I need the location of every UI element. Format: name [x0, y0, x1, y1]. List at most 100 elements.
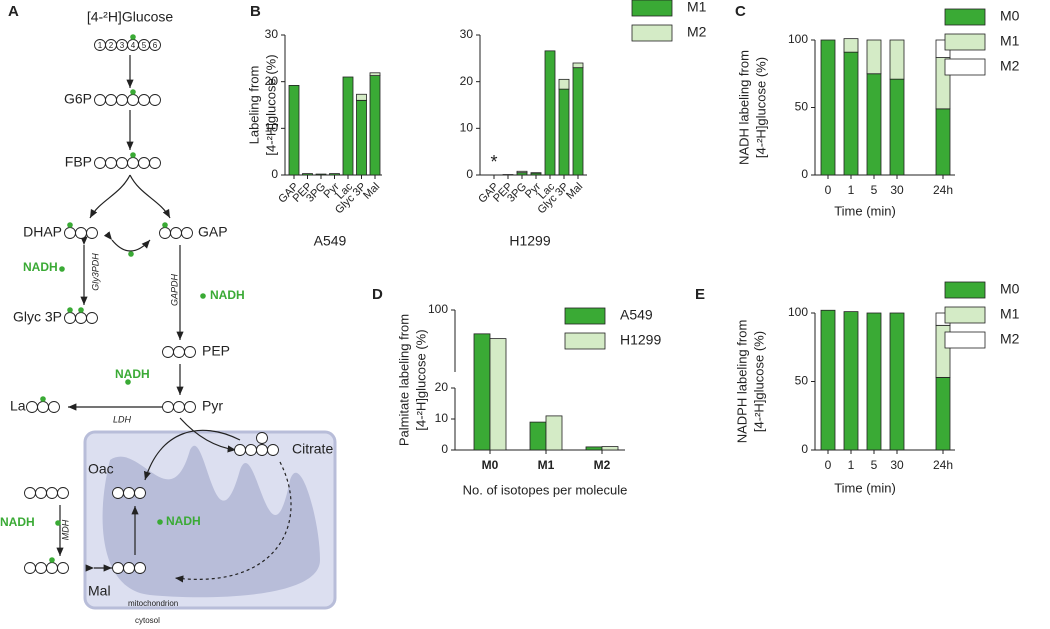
legend-label: M0: [1000, 281, 1020, 297]
legend-label: H1299: [620, 332, 661, 348]
legend-swatch: [564, 307, 606, 325]
legend-swatch: [631, 0, 673, 17]
bar: [342, 76, 354, 176]
carbon: [181, 227, 193, 239]
carbon: [162, 401, 174, 413]
carbon: [112, 562, 124, 574]
carbon: [48, 401, 60, 413]
bar: [889, 78, 905, 176]
bar: [288, 85, 300, 176]
carbon: [127, 94, 139, 106]
carbon: [86, 227, 98, 239]
bar: [516, 170, 528, 174]
label: cytosol: [135, 616, 160, 625]
carbon: [64, 227, 76, 239]
deuterium-dot: [130, 34, 136, 40]
x-tick-label: 0: [825, 183, 832, 197]
deuterium-dot: [125, 379, 131, 385]
panel-letter: C: [735, 3, 746, 20]
carbon: [256, 444, 268, 456]
enzyme-label: GAPDH: [169, 274, 179, 307]
y-tick-label: 30: [265, 27, 279, 41]
x-tick-label: 30: [890, 458, 904, 472]
carbon: [149, 157, 161, 169]
bar: [820, 39, 836, 176]
cofactor-label: NADH: [23, 260, 58, 274]
legend-label: M0: [1000, 8, 1020, 24]
bar: [545, 415, 563, 451]
y-tick-label: 20: [435, 380, 449, 394]
chart-title: A549: [314, 233, 347, 249]
bar: [843, 311, 859, 451]
carbon: [123, 562, 135, 574]
pathway-diagram: [4-²H]Glucose G6P FBP DHAP GAP Glyc 3P P…: [0, 9, 337, 625]
arrow: [103, 231, 151, 252]
x-tick-label: 0: [825, 458, 832, 472]
y-tick-label: 100: [788, 32, 808, 46]
panel-letters: A B C D E: [8, 3, 746, 303]
x-tick-label: Mal: [564, 181, 585, 202]
deuterium-dot: [40, 396, 46, 402]
legend-swatch: [944, 8, 986, 26]
bar: [843, 38, 859, 53]
bar: [315, 173, 327, 176]
y-tick-label: 20: [460, 74, 474, 88]
carbon: [149, 94, 161, 106]
carbon: [26, 401, 38, 413]
y-axis-label: Labeling from: [246, 66, 261, 145]
y-axis-label: [4-²H]glucose (%): [751, 331, 766, 432]
legend-swatch: [944, 281, 986, 299]
enzyme-label: LDH: [113, 414, 132, 424]
panel-letter: B: [250, 3, 261, 20]
carbon: [57, 487, 69, 499]
arrow: [89, 174, 131, 219]
carbon: [173, 346, 185, 358]
bar: [585, 446, 603, 451]
deuterium-dot: [200, 293, 206, 299]
bar: [843, 51, 859, 176]
annotation: *: [490, 152, 497, 172]
bar: [935, 376, 951, 451]
label: Oac: [88, 461, 114, 477]
y-tick-label: 100: [788, 305, 808, 319]
bar: [820, 309, 836, 451]
carbon: [64, 312, 76, 324]
bar: [302, 173, 313, 176]
x-tick-label: Mal: [361, 181, 382, 202]
legend-swatch: [944, 58, 986, 76]
legend-swatch: [944, 331, 986, 349]
label: [4-²H]Glucose: [87, 9, 174, 25]
carbon: [24, 562, 36, 574]
carbon: [24, 487, 36, 499]
carbon-number: 3: [120, 41, 125, 50]
x-tick-label: M2: [594, 458, 611, 472]
carbon: [162, 346, 174, 358]
carbon: [75, 312, 87, 324]
legend-swatch: [944, 33, 986, 51]
carbon: [94, 157, 106, 169]
carbon: [57, 562, 69, 574]
carbon-number: 2: [109, 41, 114, 50]
carbon: [173, 401, 185, 413]
label: GAP: [198, 224, 228, 240]
x-tick-label: 5: [871, 458, 878, 472]
carbon: [127, 157, 139, 169]
label: mitochondrion: [128, 599, 178, 608]
deuterium-dot: [59, 266, 65, 272]
carbon: [134, 562, 146, 574]
enzyme-label: Gly3PDH: [90, 253, 100, 291]
x-tick-label: 1: [848, 183, 855, 197]
bar: [889, 39, 905, 80]
bar: [889, 312, 905, 451]
bar: [866, 73, 882, 176]
carbon: [159, 227, 171, 239]
y-tick-label: 100: [428, 302, 448, 316]
carbon: [94, 94, 106, 106]
legend-label: A549: [620, 307, 653, 323]
label: Mal: [88, 583, 111, 599]
x-tick-label: M1: [538, 458, 555, 472]
y-tick-label: 20: [265, 74, 279, 88]
arrow: [143, 429, 241, 481]
carbon: [134, 487, 146, 499]
